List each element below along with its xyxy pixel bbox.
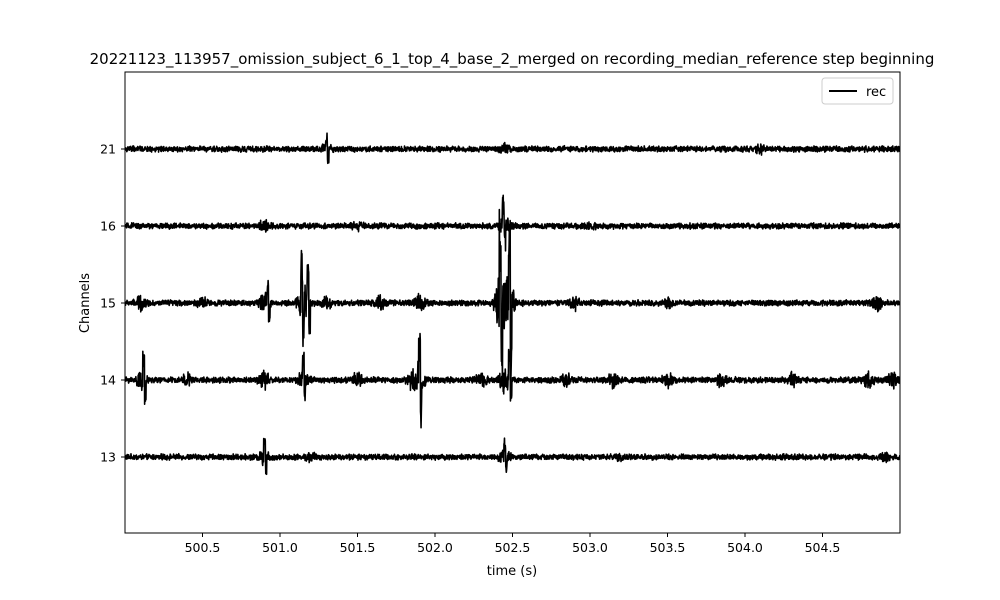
x-axis-label: time (s): [487, 564, 537, 579]
y-tick-label: 21: [100, 142, 116, 157]
trace-channel-14: [125, 332, 900, 429]
x-tick-label: 502.0: [417, 540, 453, 555]
x-tick-label: 502.5: [495, 540, 531, 555]
y-axis: 13 14 15 16 21: [100, 142, 125, 465]
chart-title: 20221123_113957_omission_subject_6_1_top…: [90, 50, 935, 69]
x-tick-label: 501.5: [340, 540, 376, 555]
legend: rec: [821, 77, 894, 105]
y-tick-label: 13: [100, 450, 116, 465]
trace-channel-15: [125, 208, 900, 382]
x-tick-label: 503.5: [650, 540, 686, 555]
x-tick-label: 504.5: [805, 540, 841, 555]
y-tick-label: 15: [100, 296, 116, 311]
traces-layer: [125, 132, 900, 476]
trace-channel-21: [125, 132, 900, 165]
legend-label-rec: rec: [866, 85, 886, 100]
x-tick-label: 500.5: [185, 540, 221, 555]
y-tick-label: 16: [100, 219, 116, 234]
x-tick-label: 504.0: [727, 540, 763, 555]
trace-channel-16: [125, 194, 900, 252]
y-tick-label: 14: [100, 373, 116, 388]
trace-channel-13: [125, 437, 900, 476]
legend-box: [821, 77, 894, 105]
x-tick-label: 503.0: [572, 540, 608, 555]
x-tick-label: 501.0: [262, 540, 298, 555]
y-axis-label: Channels: [78, 273, 93, 333]
x-axis: 500.5 501.0 501.5 502.0 502.5 503.0 503.5 504.0…: [185, 533, 841, 555]
